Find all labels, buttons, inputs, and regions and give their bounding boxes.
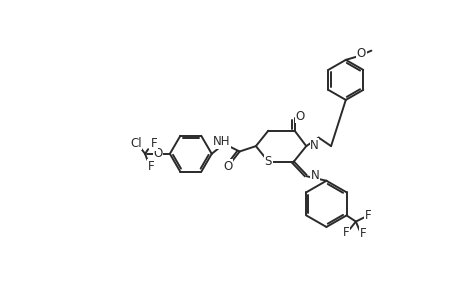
Text: F: F bbox=[364, 209, 371, 222]
Text: O: O bbox=[295, 110, 304, 123]
Text: F: F bbox=[342, 226, 349, 239]
Text: O: O bbox=[223, 160, 232, 172]
Text: O: O bbox=[153, 147, 162, 160]
Text: Cl: Cl bbox=[130, 136, 141, 149]
Text: O: O bbox=[356, 47, 365, 60]
Text: F: F bbox=[148, 160, 154, 172]
Text: F: F bbox=[359, 227, 365, 240]
Text: N: N bbox=[309, 139, 318, 152]
Text: N: N bbox=[310, 169, 319, 182]
Text: NH: NH bbox=[213, 135, 230, 148]
Text: S: S bbox=[264, 155, 271, 168]
Text: F: F bbox=[151, 137, 157, 150]
